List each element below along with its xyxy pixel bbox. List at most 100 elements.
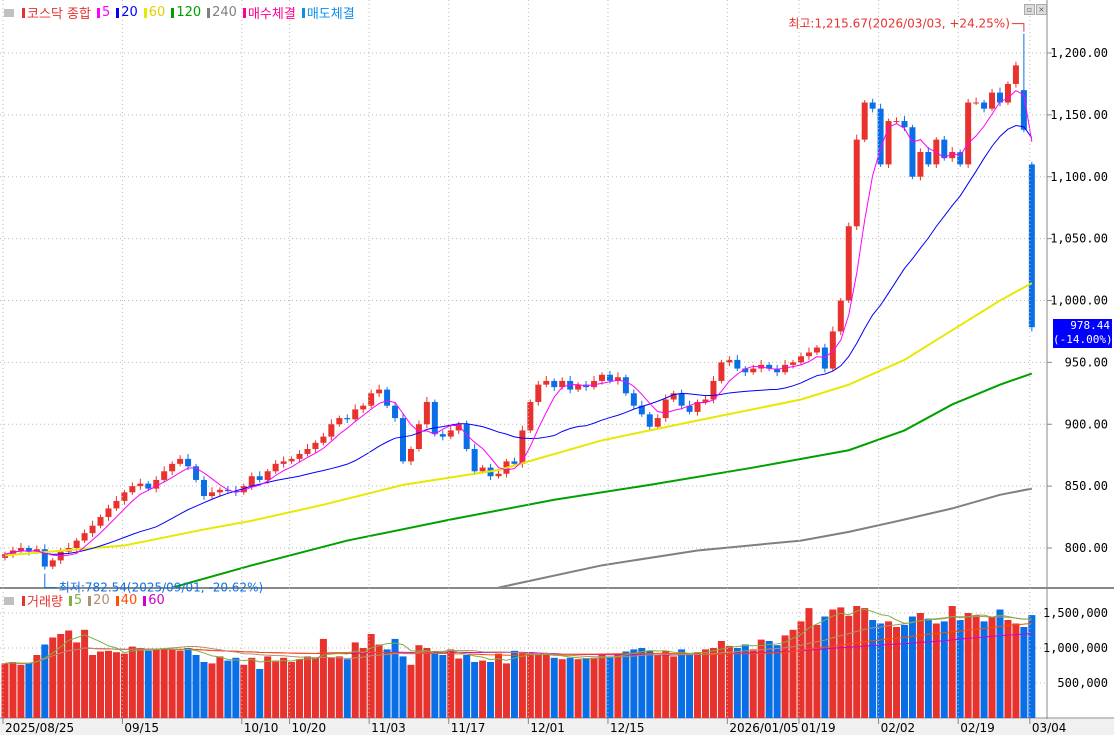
volume-bar <box>1 663 9 718</box>
price-legend: 코스닥 종합 5 20 60 120 240 매수체결 매도체결 <box>4 3 355 22</box>
candle-body <box>161 471 168 480</box>
candle-body <box>750 368 757 373</box>
candle-body <box>97 517 104 526</box>
candle-body <box>853 139 860 227</box>
volume-bar <box>383 649 391 718</box>
candle-body <box>941 139 948 159</box>
volume-bar <box>622 651 630 718</box>
candle-body <box>829 331 836 369</box>
volume-bar <box>845 615 853 718</box>
volume-bar <box>773 645 781 718</box>
candle-body <box>153 479 160 489</box>
pane-menu-icon[interactable] <box>4 8 14 17</box>
time-tick-label: 02/19 <box>960 721 995 735</box>
volume-bar <box>988 616 996 718</box>
volume-bar <box>813 624 821 718</box>
candle-body <box>638 405 645 415</box>
candle-body <box>145 483 152 489</box>
candle-body <box>1028 164 1035 328</box>
candle-body <box>630 393 637 406</box>
legend-sell: 매도체결 <box>306 7 355 22</box>
legend-vma60: 60 <box>148 593 165 608</box>
volume-bar <box>327 657 335 718</box>
legend-ma20: 20 <box>121 5 138 20</box>
time-tick-label: 10/20 <box>292 721 327 735</box>
volume-bar <box>9 662 17 718</box>
volume-bar <box>606 656 614 718</box>
legend-title: 코스닥 종합 <box>27 7 91 22</box>
candle-body <box>535 384 542 402</box>
candle-body <box>256 476 263 480</box>
legend-ma120: 120 <box>176 5 202 20</box>
maximize-icon[interactable]: ▫ <box>1024 4 1035 15</box>
candle-body <box>455 424 462 431</box>
candle-body <box>296 453 303 459</box>
candle-body <box>400 418 406 462</box>
candle-body <box>447 430 454 437</box>
price-tick-label: 1,100.00 <box>1050 170 1108 184</box>
volume-bar <box>781 635 789 718</box>
volume-bar <box>526 652 534 718</box>
volume-tick-label: 500,000 <box>1057 676 1108 690</box>
candle-body <box>169 463 176 472</box>
candle-body <box>216 489 223 493</box>
volume-bar <box>789 629 797 718</box>
volume-bar <box>558 659 566 718</box>
candle-body <box>479 467 486 472</box>
volume-bar <box>184 648 192 718</box>
candle-body <box>376 389 383 394</box>
candle-body <box>17 548 24 551</box>
volume-bar <box>160 649 168 718</box>
volume-bar <box>447 649 455 718</box>
volume-bar <box>288 662 296 718</box>
close-icon[interactable]: × <box>1036 4 1047 15</box>
pane-menu-icon[interactable] <box>4 596 14 605</box>
candle-body <box>813 347 820 353</box>
candle-body <box>264 471 271 480</box>
candle-body <box>185 458 192 467</box>
volume-bar <box>670 656 678 718</box>
candle-body <box>248 476 255 487</box>
candle-body <box>25 548 32 552</box>
volume-bar <box>646 650 654 718</box>
candle-body <box>551 380 558 388</box>
volume-bar <box>686 655 694 718</box>
volume-bar <box>574 659 582 718</box>
volume-bar <box>112 652 120 718</box>
volume-bar <box>534 655 542 718</box>
volume-bar <box>916 613 924 718</box>
volume-bar <box>176 650 184 718</box>
volume-bar <box>423 648 431 718</box>
volume-bar <box>956 620 964 718</box>
ma240-line <box>498 487 1033 587</box>
volume-bar <box>431 651 439 718</box>
volume-legend-title: 거래량 <box>27 595 63 610</box>
volume-bar <box>495 653 503 718</box>
volume-bar <box>765 641 773 718</box>
candle-body <box>646 414 653 427</box>
time-tick-label: 02/02 <box>881 721 916 735</box>
volume-bar <box>248 657 256 718</box>
candle-body <box>845 226 852 301</box>
candle-body <box>312 442 319 449</box>
candle-body <box>463 424 470 449</box>
time-tick-label: 12/01 <box>530 721 565 735</box>
candle-body <box>694 401 701 412</box>
volume-bar <box>415 645 423 718</box>
candle-body <box>957 152 964 165</box>
volume-bar <box>733 648 741 718</box>
volume-bar <box>351 642 359 718</box>
volume-bar <box>598 655 606 718</box>
volume-bar <box>479 660 487 718</box>
volume-bar <box>853 606 861 718</box>
volume-bar <box>900 624 908 718</box>
candle-body <box>726 359 733 363</box>
volume-bar <box>471 662 479 718</box>
candle-body <box>407 449 414 462</box>
volume-pane <box>0 606 1046 718</box>
volume-bar <box>980 621 988 718</box>
time-tick-label: 09/15 <box>124 721 159 735</box>
volume-bar <box>893 627 901 718</box>
candle-body <box>869 102 876 109</box>
volume-bar <box>25 663 33 718</box>
